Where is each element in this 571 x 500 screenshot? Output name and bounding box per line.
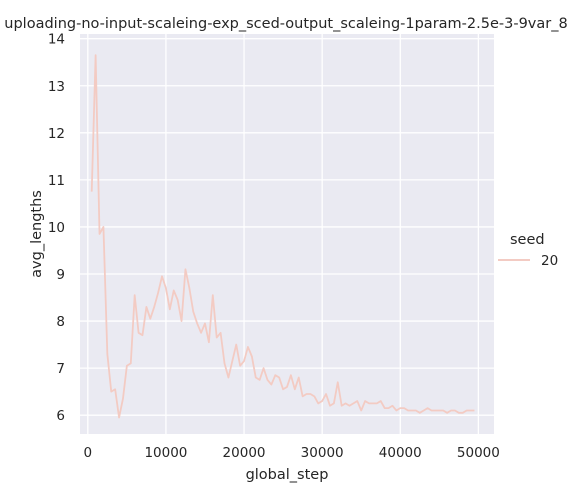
chart-title: uploading-no-input-scaleing-exp_sced-out… (4, 16, 567, 32)
y-ticks: 6 7 8 9 10 11 12 13 14 (48, 32, 65, 424)
x-tick-label: 0 (84, 445, 93, 461)
y-axis-label: avg_lengths (29, 190, 45, 278)
x-tick-label: 50000 (457, 445, 500, 461)
x-tick-label: 20000 (223, 445, 266, 461)
y-tick-label: 6 (56, 408, 65, 424)
grid-lines (80, 34, 494, 434)
legend-title: seed (510, 232, 545, 248)
y-tick-label: 11 (48, 173, 65, 189)
x-tick-label: 40000 (379, 445, 422, 461)
y-tick-label: 9 (56, 267, 65, 283)
y-tick-label: 7 (56, 361, 65, 377)
series-layer (90, 54, 475, 419)
plot-area (80, 34, 494, 434)
x-tick-label: 10000 (144, 445, 187, 461)
y-tick-label: 10 (48, 220, 65, 236)
x-ticks: 0 10000 20000 30000 40000 50000 (84, 445, 500, 461)
series-line-20 (90, 54, 475, 419)
y-tick-label: 14 (48, 32, 65, 48)
x-tick-label: 30000 (301, 445, 344, 461)
legend-label-20: 20 (541, 253, 558, 269)
y-tick-label: 13 (48, 79, 65, 95)
y-tick-label: 12 (48, 126, 65, 142)
legend: seed 20 (498, 232, 558, 269)
y-tick-label: 8 (56, 314, 65, 330)
x-axis-label: global_step (246, 467, 329, 483)
